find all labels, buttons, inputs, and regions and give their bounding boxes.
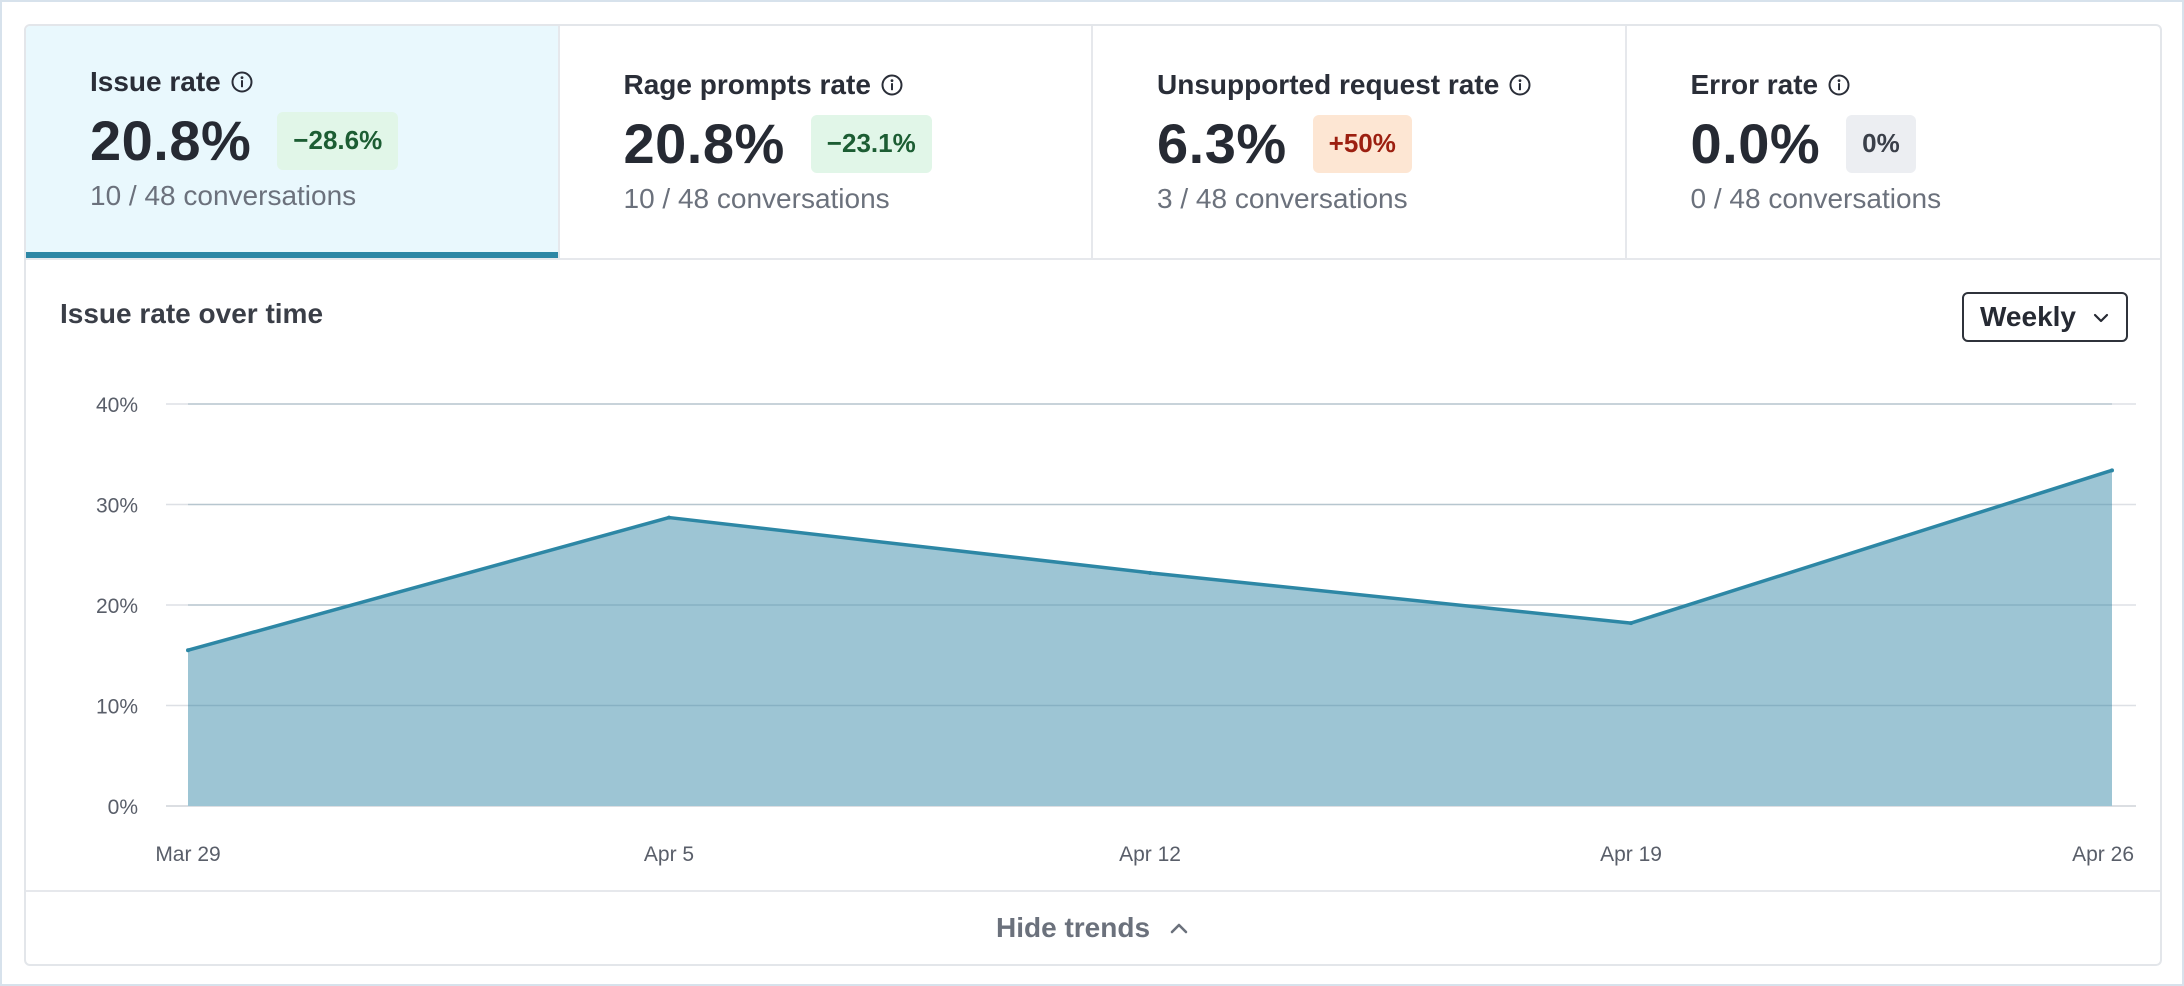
metric-subtitle: 0 / 48 conversations — [1690, 183, 1942, 214]
metric-tab-rage-prompts-rate[interactable]: Rage prompts rate 20.8% −23.1% 10 / 48 c… — [560, 26, 1093, 258]
y-tick-label: 20% — [96, 595, 138, 618]
metric-tabs: Issue rate 20.8% −28.6% 10 / 48 conversa… — [26, 26, 2160, 260]
metric-value: 20.8% — [623, 112, 785, 175]
period-select-value: Weekly — [1980, 301, 2076, 332]
metric-tab-error-rate[interactable]: Error rate 0.0% 0% 0 / 48 conversations — [1627, 26, 2161, 258]
data-point — [2110, 468, 2114, 473]
data-point — [1148, 570, 1152, 575]
x-tick-label: Mar 29 — [155, 843, 220, 866]
chevron-up-icon — [1170, 923, 1188, 934]
y-tick-label: 30% — [96, 495, 138, 518]
metric-title: Error rate — [1690, 69, 1819, 100]
change-badge: −28.6% — [277, 111, 399, 170]
hide-trends-label: Hide trends — [995, 912, 1151, 943]
x-tick-label: Apr 12 — [1119, 843, 1181, 866]
metric-title: Issue rate — [90, 66, 221, 97]
data-point — [667, 515, 671, 520]
metric-title: Rage prompts rate — [623, 69, 871, 100]
data-point — [1629, 621, 1633, 626]
change-badge: −23.1% — [810, 114, 932, 173]
area-fill — [188, 470, 2112, 806]
y-tick-label: 10% — [96, 696, 138, 719]
data-point — [186, 648, 190, 653]
y-tick-label: 40% — [96, 394, 138, 417]
info-icon[interactable] — [881, 74, 903, 96]
x-tick-label: Apr 5 — [644, 843, 694, 866]
hide-trends-button[interactable]: Hide trends — [996, 892, 1190, 964]
metric-subtitle: 10 / 48 conversations — [90, 180, 357, 211]
metric-subtitle: 3 / 48 conversations — [1157, 183, 1408, 214]
metric-value: 0.0% — [1690, 112, 1821, 175]
x-tick-label: Apr 26 — [2072, 843, 2134, 866]
card-footer: Hide trends — [26, 890, 2160, 964]
metric-tab-unsupported-request-rate[interactable]: Unsupported request rate 6.3% +50% 3 / 4… — [1093, 26, 1627, 258]
metric-title: Unsupported request rate — [1157, 69, 1500, 100]
x-tick-label: Apr 19 — [1600, 843, 1662, 866]
y-tick-label: 0% — [108, 796, 138, 819]
chart-title: Issue rate over time — [60, 298, 324, 329]
change-badge: 0% — [1846, 114, 1916, 173]
change-badge: +50% — [1312, 114, 1412, 173]
metric-subtitle: 10 / 48 conversations — [623, 183, 890, 214]
info-icon[interactable] — [231, 71, 253, 93]
info-icon[interactable] — [1509, 74, 1531, 96]
info-icon[interactable] — [1828, 74, 1850, 96]
issue-rate-chart: 0% 10% 20% 30% 40% Mar 29 Apr 5 Apr 12 Apr 19 Apr… — [96, 394, 2136, 866]
trends-card: Issue rate 20.8% −28.6% 10 / 48 conversa… — [24, 24, 2162, 966]
chevron-down-icon — [2093, 313, 2109, 323]
metric-value: 6.3% — [1157, 112, 1287, 175]
metric-value: 20.8% — [90, 109, 252, 172]
metric-tab-issue-rate[interactable]: Issue rate 20.8% −28.6% 10 / 48 conversa… — [26, 26, 560, 258]
period-select[interactable]: Weekly — [1962, 292, 2128, 342]
